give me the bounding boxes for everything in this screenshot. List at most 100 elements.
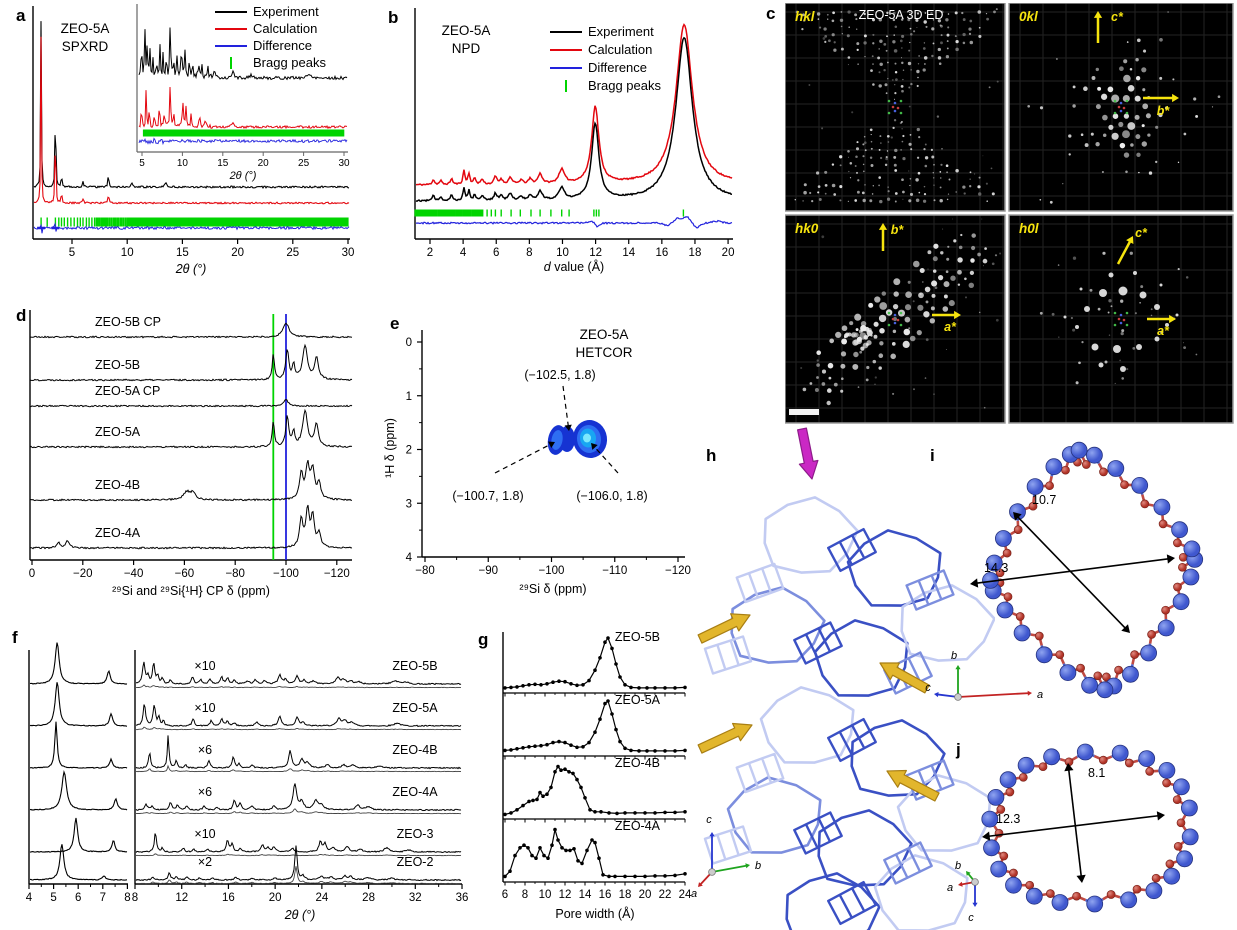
reflection-dot [937,19,942,23]
reflection-dot [1123,152,1130,158]
reflection-dot [870,69,873,72]
reflection-dot [1101,170,1104,174]
reflection-dot [1102,114,1108,121]
reflection-dot [881,291,887,296]
reflection-dot [910,82,913,86]
reflection-dot [1078,361,1081,365]
panel-label-e: e [390,314,400,333]
reflection-dot [860,346,865,351]
reflection-dot [1095,142,1100,147]
data-point [603,701,607,706]
data-point [503,686,507,690]
data-point [618,739,622,744]
reflection-dot [1084,143,1089,148]
reflection-dot [943,294,948,299]
t-atom [1111,744,1129,762]
reflection-dot [857,63,859,65]
arrowhead [966,871,971,876]
reflection-dot [1068,134,1072,138]
reflection-dot [902,340,910,348]
tick-label: 6 [502,889,508,901]
reflection-dot [923,311,930,318]
series-calculation [416,23,733,187]
t-atom [1059,664,1077,682]
block-arrow [879,662,930,694]
reflection-dot [1120,331,1124,336]
reflection-dot [946,198,949,201]
panel-d-nmr: 0 −20 −40 −60 −80 −100 −120 ²⁹Si and ²⁹Si{¹H} C… [29,310,353,598]
reflection-dot [915,178,919,182]
reflection-dot [856,28,858,30]
dimension-long: 12.3 [996,812,1020,826]
reflection-dot [924,12,927,14]
pore-direction-arrows [697,427,940,802]
reflection-dot [892,303,899,310]
reflection-dot [978,26,981,29]
reflection-dot [969,270,975,276]
data-point [623,811,627,815]
reflection-dot [878,184,880,187]
dimension-arrows: 8.1 12.3 [982,763,1165,883]
reflection-dot [924,63,926,65]
reflection-dot [930,148,934,152]
reflection-dot [932,177,935,179]
tick-label: 18 [689,247,702,259]
tick-label: 8 [124,892,130,904]
pxrd-right-unscaled-ZEO-4B [135,764,462,773]
reflection-dot [1195,353,1198,356]
data-point [653,811,657,815]
reflection-dot [931,293,936,298]
data-point [683,748,687,753]
ed-axis-a-star: a* [944,320,957,334]
reflection-dot [1051,312,1055,316]
arrow [711,864,748,873]
reflection-dot [936,115,940,118]
oxygen-atom [1173,841,1183,851]
reflection-dot [993,10,996,14]
reflection-dot [1070,316,1073,320]
ed-axis-arrows: c* b* b* a* c* a* [878,10,1179,338]
reflection-dot [968,32,972,36]
reflection-dot [872,63,874,66]
reflection-dot [977,252,981,257]
tick-label: 4 [406,552,413,564]
data-point [643,811,647,815]
reflection-dot [901,178,904,182]
data-point [683,872,687,876]
reflection-dot [1142,88,1146,92]
reflection-dot [899,121,903,125]
reflection-dot [1140,285,1144,289]
reflection-dot [864,55,866,58]
oxygen-atom [1102,672,1111,682]
tick-label: −60 [175,568,195,580]
reflection-dot [1079,287,1083,291]
oxygen-atom [1072,891,1081,901]
reflection-dot [872,83,875,86]
scale-bar [789,409,819,415]
data-point [546,856,550,860]
data-point [503,874,507,879]
d4r-ladder [793,621,843,665]
reflection-dot [955,169,959,173]
panel-label-j: j [956,740,961,759]
data-point [513,853,517,858]
data-point [613,874,617,879]
reflection-dot [1211,106,1214,108]
reflection-dot [847,150,850,153]
reflection-dot [1127,85,1135,92]
data-point [623,746,627,751]
tick-label: 14 [622,247,635,259]
reflection-dot [1049,200,1053,204]
reflection-dot [879,302,888,310]
reflection-dot [894,192,898,195]
reflection-dot [841,325,848,332]
tick-label: 30 [342,247,355,259]
data-point [503,748,507,753]
reflection-dot [939,24,942,27]
t-atom [985,554,1003,572]
ed-axis-b-star: b* [1157,104,1171,118]
reflection-dot [988,86,991,89]
reflection-dot [981,218,983,220]
reflection-dot [847,56,851,59]
reflection-dot [824,192,827,195]
